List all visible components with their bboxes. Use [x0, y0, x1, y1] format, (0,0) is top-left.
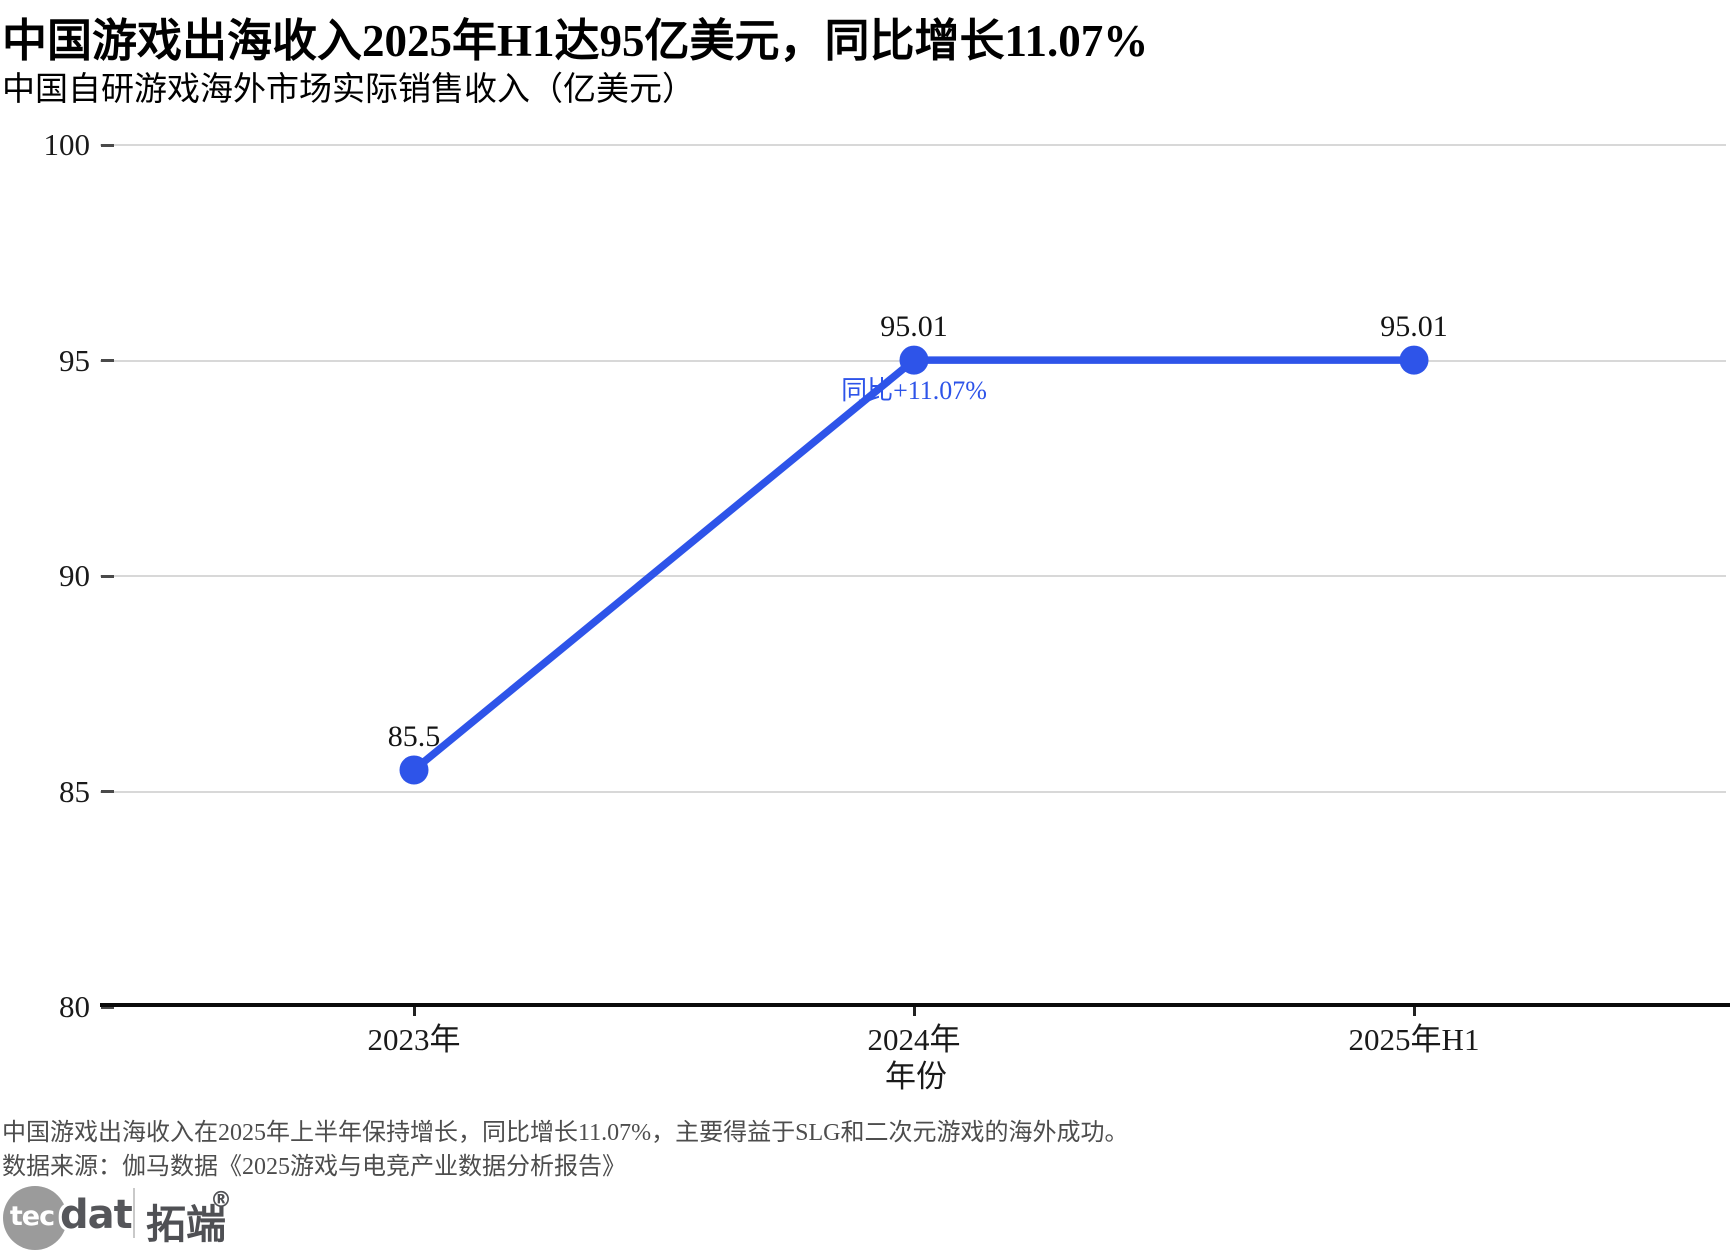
- x-tick-mark: [412, 1007, 416, 1016]
- y-tick-mark: [101, 790, 114, 793]
- x-tick-label: 2023年: [367, 1022, 461, 1057]
- x-axis-title: 年份: [885, 1059, 947, 1094]
- logo-cn-name: 拓端: [146, 1202, 226, 1248]
- logo-divider: [133, 1188, 135, 1238]
- logo-circle-text: tec: [9, 1201, 55, 1232]
- x-tick-label: 2025年H1: [1348, 1022, 1480, 1057]
- y-tick-label: 90: [59, 558, 90, 593]
- data-point-label: 85.5: [387, 719, 441, 753]
- y-tick-mark: [101, 359, 114, 362]
- y-tick-label: 80: [59, 989, 90, 1024]
- gridline: [100, 144, 1726, 146]
- trend-line: [411, 356, 1414, 773]
- y-tick-label: 100: [43, 127, 91, 162]
- data-point: [399, 755, 429, 785]
- y-tick-label: 95: [59, 342, 90, 378]
- y-tick-mark: [101, 574, 114, 578]
- x-axis-line: [100, 1003, 1730, 1007]
- data-point: [1399, 345, 1429, 375]
- logo-circle-icon: tec: [3, 1186, 67, 1250]
- x-tick-label: 2024年: [867, 1022, 961, 1057]
- x-tick-mark: [1412, 1007, 1416, 1016]
- chart-subtitle: 中国自研游戏海外市场实际销售收入（亿美元）: [2, 72, 695, 108]
- footnote: 中国游戏出海收入在2025年上半年保持增长，同比增长11.07%，主要得益于SL…: [2, 1120, 1129, 1146]
- y-tick-mark: [101, 1005, 114, 1009]
- logo-wordmark: dat: [60, 1192, 133, 1238]
- chart-title: 中国游戏出海收入2025年H1达95亿美元，同比增长11.07%: [2, 16, 1149, 66]
- y-tick-mark: [101, 143, 114, 147]
- registered-mark: ®: [210, 1188, 232, 1213]
- source-note: 数据来源：伽马数据《2025游戏与电竞产业数据分析报告》: [2, 1154, 626, 1180]
- growth-annotation: 同比+11.07%: [841, 376, 987, 406]
- x-tick-mark: [912, 1007, 916, 1016]
- y-tick-label: 85: [59, 773, 90, 809]
- data-point-label: 95.01: [880, 310, 948, 344]
- tecdat-logo: tec dat 拓端 ®: [0, 1186, 420, 1252]
- data-point-label: 95.01: [1380, 310, 1448, 344]
- data-point: [899, 345, 929, 375]
- gridline: [100, 790, 1726, 793]
- gridline: [100, 575, 1726, 577]
